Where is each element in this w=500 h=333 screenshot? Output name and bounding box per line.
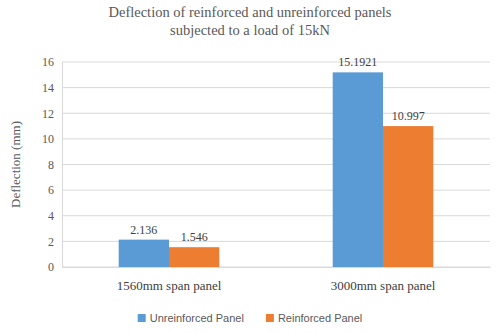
data-label: 15.1921 bbox=[338, 55, 377, 69]
bar bbox=[169, 247, 219, 267]
y-tick: 2 bbox=[48, 235, 62, 249]
bar bbox=[333, 72, 383, 267]
chart: Deflection of reinforced and unreinforce… bbox=[0, 0, 500, 333]
series bbox=[119, 72, 383, 267]
grid bbox=[62, 62, 490, 267]
y-tick-label: 4 bbox=[48, 209, 54, 223]
data-label: 2.136 bbox=[130, 223, 157, 237]
y-tick-label: 14 bbox=[42, 81, 54, 95]
y-tick-label: 16 bbox=[42, 55, 54, 69]
plot: 0 2 4 6 8 10 12 14 16 1560mm span panel 3000mm spa… bbox=[42, 55, 491, 293]
legend-item: Unreinforced Panel bbox=[138, 312, 244, 324]
x-tick-label: 3000mm span panel bbox=[331, 278, 436, 293]
y-tick-label: 0 bbox=[48, 260, 54, 274]
y-axis-line bbox=[62, 63, 63, 268]
y-tick: 12 bbox=[42, 107, 62, 121]
y-tick-label: 2 bbox=[48, 235, 54, 249]
bars bbox=[119, 72, 434, 267]
y-tick: 10 bbox=[42, 132, 62, 146]
y-tick: 0 bbox=[48, 260, 62, 274]
grid-line bbox=[62, 87, 490, 88]
legend: Unreinforced Panel Reinforced Panel bbox=[138, 312, 363, 324]
bar bbox=[383, 126, 433, 267]
x-axis: 1560mm span panel 3000mm span panel bbox=[63, 267, 491, 293]
title: Deflection of reinforced and unreinforce… bbox=[108, 4, 391, 38]
legend-item: Reinforced Panel bbox=[266, 312, 362, 324]
y-tick-label: 8 bbox=[48, 158, 54, 172]
y-tick-label: 10 bbox=[42, 132, 54, 146]
y-tick: 14 bbox=[42, 81, 62, 95]
x-axis-line bbox=[63, 267, 491, 268]
y-tick: 8 bbox=[48, 158, 62, 172]
legend-swatch bbox=[266, 314, 274, 322]
grid-line bbox=[62, 62, 490, 63]
legend-label: Reinforced Panel bbox=[278, 312, 362, 324]
data-label: 10.997 bbox=[392, 109, 425, 123]
title-line: Deflection of reinforced and unreinforce… bbox=[108, 4, 391, 20]
y-tick-label: 6 bbox=[48, 183, 54, 197]
x-tick: 3000mm span panel bbox=[331, 267, 436, 293]
legend-label: Unreinforced Panel bbox=[150, 312, 244, 324]
grid-line bbox=[62, 113, 490, 114]
y-axis-title: Deflection (mm) bbox=[8, 121, 23, 208]
y-tick: 4 bbox=[48, 209, 62, 223]
y-tick: 16 bbox=[42, 55, 62, 69]
x-tick-label: 1560mm span panel bbox=[117, 278, 222, 293]
bar bbox=[119, 240, 169, 267]
x-tick: 1560mm span panel bbox=[117, 267, 222, 293]
series bbox=[169, 126, 433, 267]
data-label: 1.546 bbox=[181, 230, 208, 244]
y-tick: 6 bbox=[48, 183, 62, 197]
legend-swatch bbox=[138, 314, 146, 322]
title-line: subjected to a load of 15kN bbox=[170, 22, 330, 38]
y-axis: 0 2 4 6 8 10 12 14 16 bbox=[42, 55, 63, 274]
y-tick-label: 12 bbox=[42, 107, 54, 121]
data-labels: 2.136 15.1921 1.546 10.997 bbox=[130, 55, 424, 244]
